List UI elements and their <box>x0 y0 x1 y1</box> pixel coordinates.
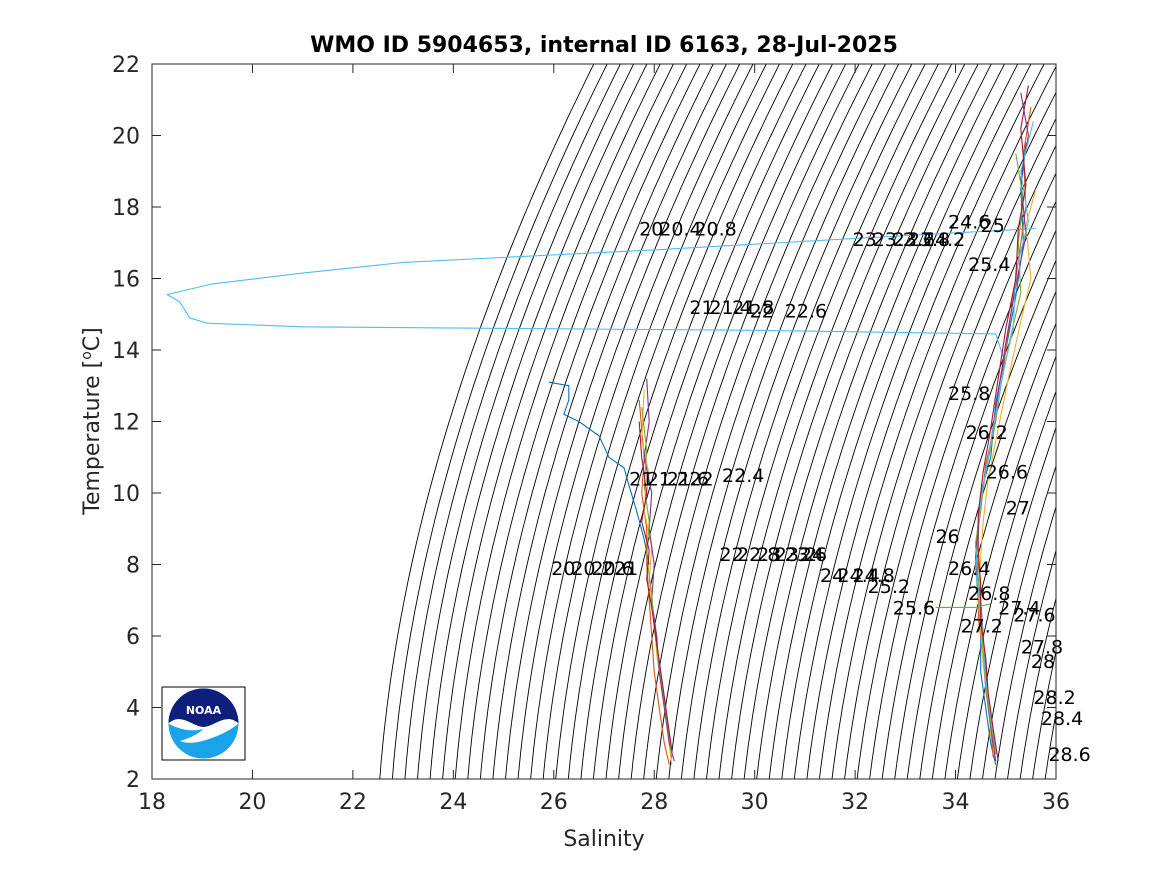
y-tick-label: 6 <box>126 625 140 650</box>
contour-label: 26.4 <box>948 558 990 580</box>
contour-label: 26.2 <box>966 422 1008 444</box>
contour-label: 25.8 <box>948 383 990 405</box>
svg-text:NOAA: NOAA <box>186 704 222 717</box>
y-tick-label: 10 <box>112 482 140 507</box>
x-tick-label: 20 <box>238 790 266 815</box>
contour-label: 22 <box>689 469 713 491</box>
x-tick-label: 30 <box>741 790 769 815</box>
contour-label: 20.8 <box>694 218 736 240</box>
x-tick-label: 36 <box>1042 790 1070 815</box>
y-tick-label: 2 <box>126 768 140 793</box>
x-tick-label: 28 <box>640 790 668 815</box>
y-tick-label: 8 <box>126 554 140 579</box>
chart-title: WMO ID 5904653, internal ID 6163, 28-Jul… <box>310 33 898 58</box>
y-axis-title-sup: o <box>79 351 95 360</box>
contour-label: 22.4 <box>722 465 764 487</box>
contour-label: 26 <box>935 526 959 548</box>
x-tick-label: 22 <box>339 790 367 815</box>
x-axis-title: Salinity <box>563 827 644 852</box>
contour-label: 25.4 <box>968 254 1010 276</box>
y-axis-title-end: C] <box>80 327 105 351</box>
y-tick-label: 12 <box>112 411 140 436</box>
y-tick-label: 16 <box>112 268 140 293</box>
contour-label: 24 <box>800 544 824 566</box>
contour-label: 28.6 <box>1048 744 1090 766</box>
contour-label: 27.2 <box>961 615 1003 637</box>
contour-label: 28.2 <box>1033 687 1075 709</box>
contour-label: 26.6 <box>986 462 1028 484</box>
contour-label: 28 <box>1031 651 1055 673</box>
contour-label: 22.6 <box>785 301 827 323</box>
contour-label: 28.4 <box>1041 708 1083 730</box>
x-tick-label: 18 <box>138 790 166 815</box>
x-tick-label: 26 <box>540 790 568 815</box>
contour-label: 21 <box>614 558 638 580</box>
y-tick-label: 22 <box>112 53 140 78</box>
noaa-logo: NOAA <box>162 687 245 760</box>
contour-label: 27 <box>1006 497 1030 519</box>
y-tick-label: 18 <box>112 196 140 221</box>
contour-label: 25 <box>981 215 1005 237</box>
y-tick-label: 4 <box>126 697 140 722</box>
y-tick-label: 14 <box>112 339 140 364</box>
contour-label: 25.6 <box>893 597 935 619</box>
y-tick-label: 20 <box>112 125 140 150</box>
contour-label: 25.2 <box>868 576 910 598</box>
x-tick-label: 32 <box>841 790 869 815</box>
x-tick-label: 34 <box>942 790 970 815</box>
contour-label: 27.6 <box>1013 605 1055 627</box>
contour-label: 22 <box>750 301 774 323</box>
x-tick-label: 24 <box>439 790 467 815</box>
y-axis-title-main: Temperature [ <box>80 360 105 516</box>
plot-area <box>152 64 1056 779</box>
